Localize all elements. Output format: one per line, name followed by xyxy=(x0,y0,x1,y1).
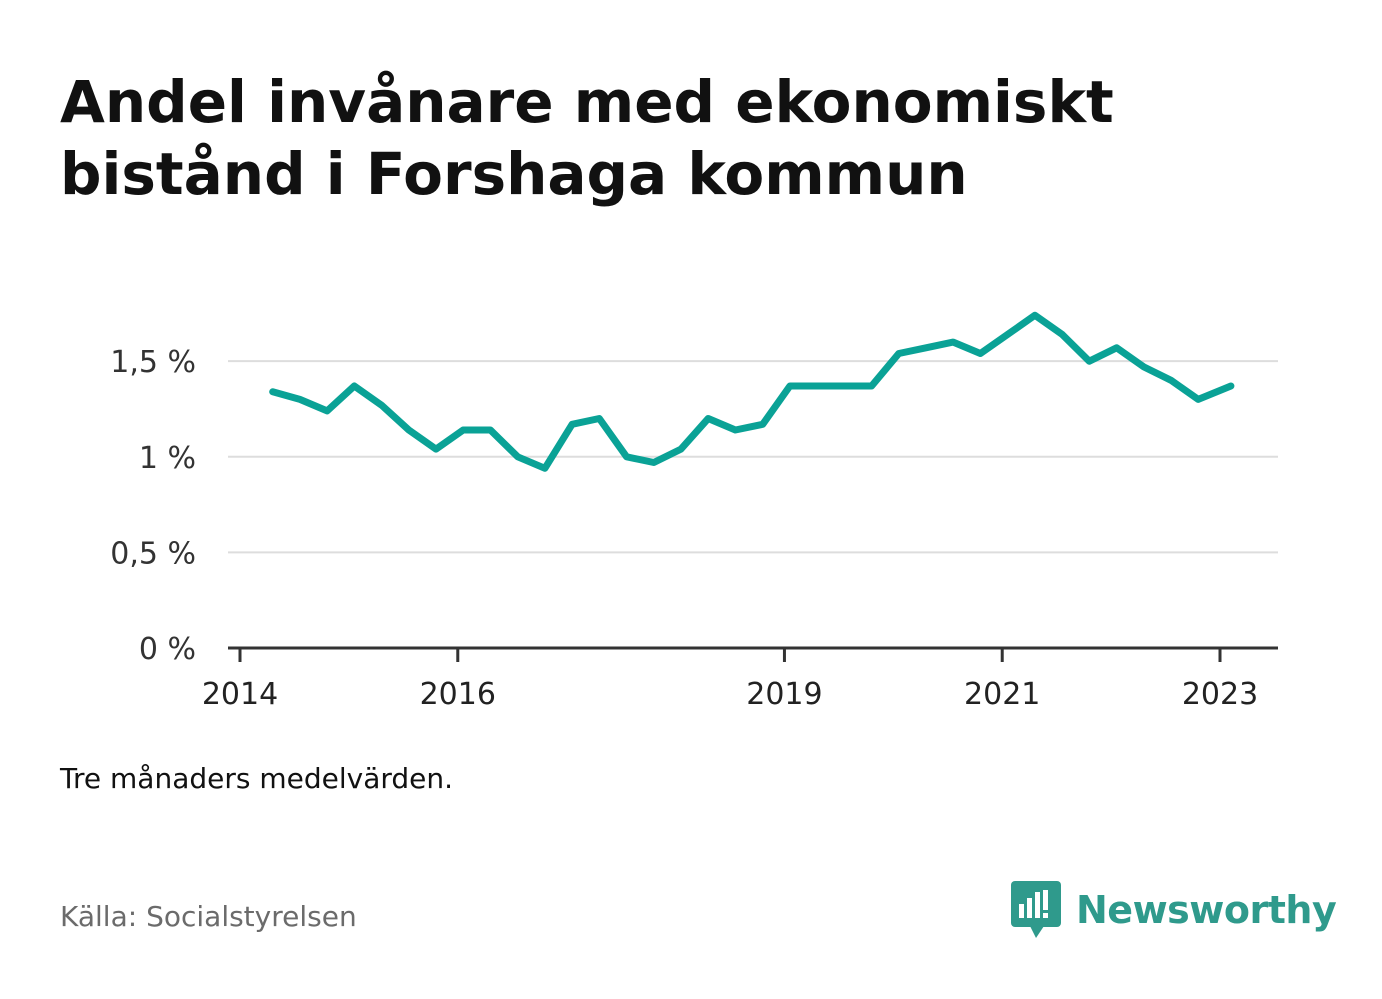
x-tick-label: 2014 xyxy=(202,677,278,712)
x-tick-label: 2021 xyxy=(964,677,1040,712)
source-credit: Källa: Socialstyrelsen xyxy=(60,900,357,933)
brand-name: Newsworthy xyxy=(1076,888,1337,932)
x-tick-label: 2023 xyxy=(1182,677,1258,712)
x-tick-label: 2016 xyxy=(420,677,496,712)
x-axis: 2014 2016 2019 2021 2023 xyxy=(202,646,1278,712)
series-line xyxy=(269,311,1235,472)
newsworthy-logo[interactable]: Newsworthy xyxy=(1010,880,1337,940)
series-layer xyxy=(269,311,1235,472)
line-chart: 0 % 0,5 % 1 % 1,5 % 2014 2016 2019 2021 2023 xyxy=(110,311,1278,712)
x-tick-label: 2019 xyxy=(746,677,822,712)
y-axis-tick-labels: 0 % 0,5 % 1 % 1,5 % xyxy=(110,345,196,667)
y-tick-label: 0,5 % xyxy=(110,536,196,571)
chart-title: Andel invånare med ekonomiskt bistånd i … xyxy=(60,68,1114,208)
y-tick-label: 0 % xyxy=(139,632,196,667)
gridlines xyxy=(228,360,1278,554)
chart-note: Tre månaders medelvärden. xyxy=(60,762,454,795)
chart-speech-bubble-icon xyxy=(1011,881,1061,938)
y-tick-label: 1,5 % xyxy=(110,345,196,380)
y-tick-label: 1 % xyxy=(139,441,196,476)
